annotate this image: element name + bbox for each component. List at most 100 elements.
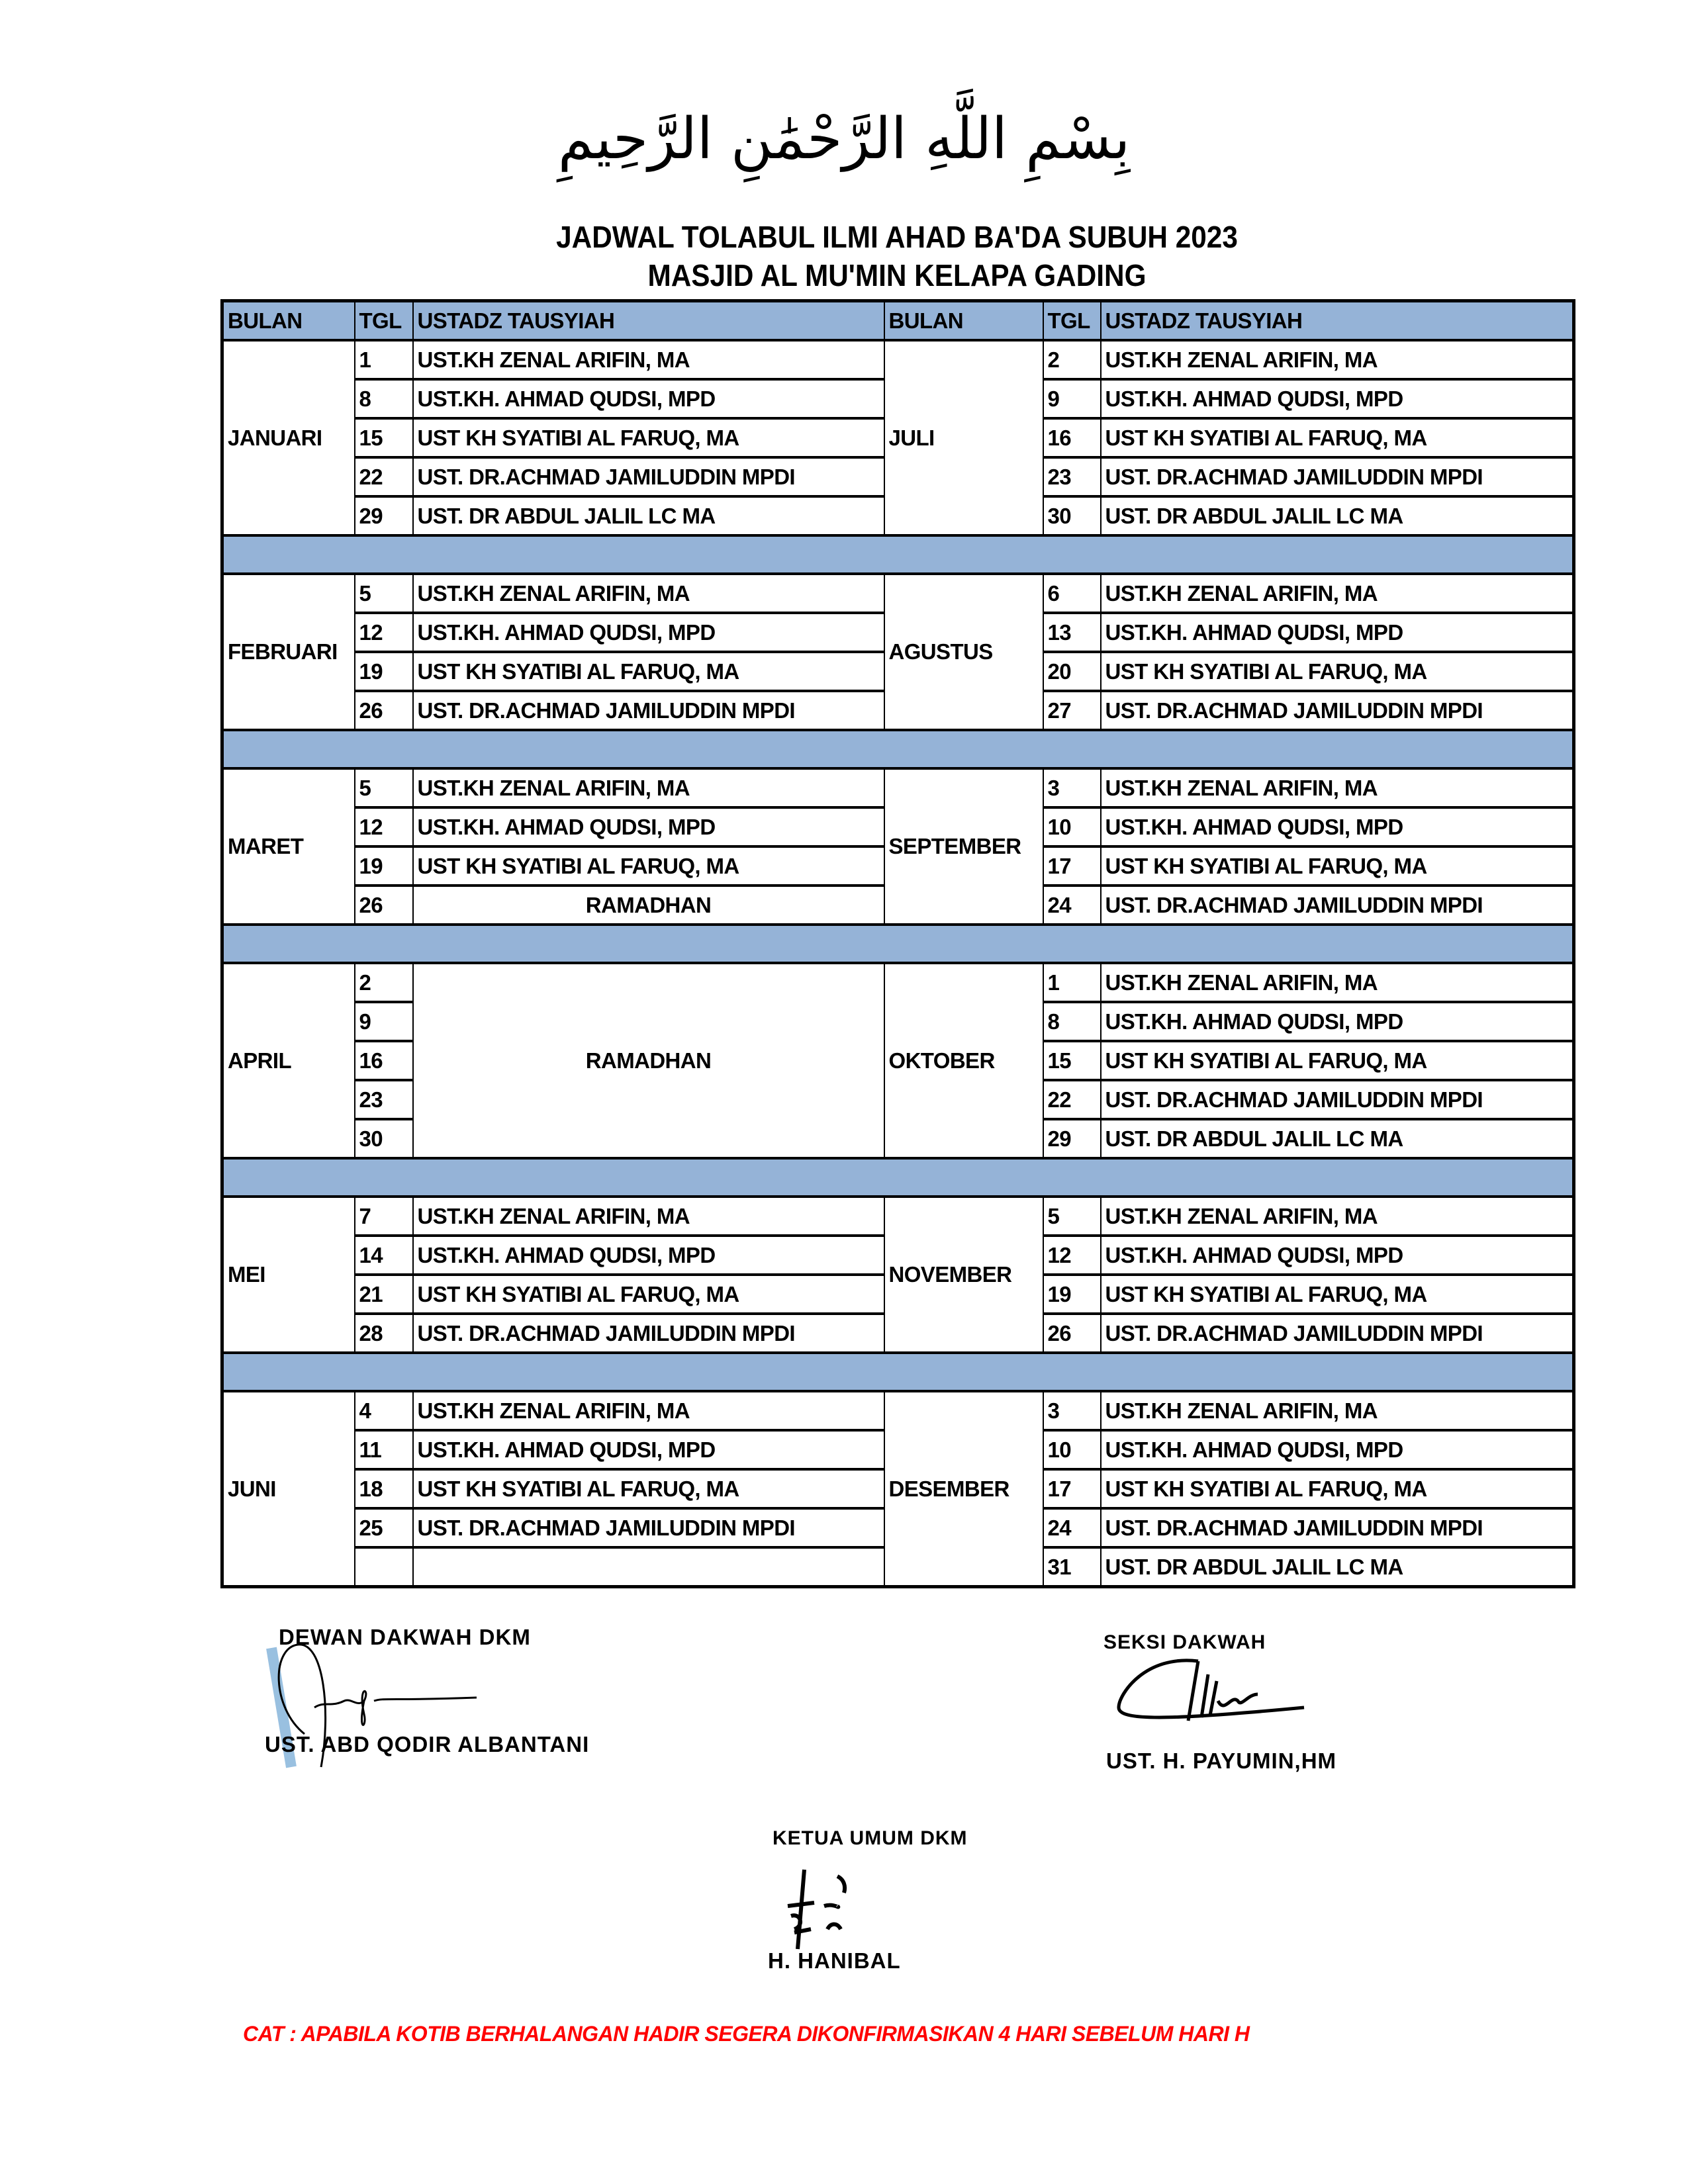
date-cell [353,1547,414,1588]
month-cell: NOVEMBER [883,1196,1044,1354]
table-row: 18 UST KH SYATIBI AL FARUQ, MA 17 UST KH SY… [222,1469,1575,1510]
ustadz-cell: UST KH SYATIBI AL FARUQ, MA [1100,418,1575,459]
ustadz-cell: UST. DR ABDUL JALIL LC MA [1100,496,1575,537]
date-cell: 15 [1042,1040,1102,1081]
document-title: JADWAL TOLABUL ILMI AHAD BA'DA SUBUH 202… [556,220,1238,254]
table-row: 22 UST. DR.ACHMAD JAMILUDDIN MPDI 23 UST. D… [222,457,1575,498]
ustadz-cell: UST.KH. AHMAD QUDSI, MPD [1100,807,1575,848]
ustadz-cell: UST KH SYATIBI AL FARUQ, MA [1100,651,1575,692]
date-cell: 12 [353,612,414,653]
date-cell: 30 [1042,496,1102,537]
ustadz-cell [412,1547,885,1588]
separator-cell [221,1352,1575,1392]
ustadz-cell: UST.KH ZENAL ARIFIN, MA [1100,573,1575,614]
date-cell: 31 [1042,1547,1102,1588]
month-cell: JUNI [221,1390,355,1588]
ustadz-cell: UST. DR.ACHMAD JAMILUDDIN MPDI [412,457,885,498]
table-row: 11 UST.KH. AHMAD QUDSI, MPD 10 UST.KH. AHMA… [222,1430,1575,1471]
date-cell: 14 [353,1235,414,1276]
table-row: 26 RAMADHAN 24 UST. DR.ACHMAD JAMILUDDIN MP… [222,885,1575,926]
month-cell: DESEMBER [883,1390,1044,1588]
date-cell: 23 [353,1079,414,1120]
table-row: 28 UST. DR.ACHMAD JAMILUDDIN MPDI 26 UST. D… [222,1313,1575,1354]
footnote: CAT : APABILA KOTIB BERHALANGAN HADIR SE… [243,2022,1250,2046]
ustadz-cell: UST KH SYATIBI AL FARUQ, MA [412,846,885,887]
ustadz-cell: UST KH SYATIBI AL FARUQ, MA [1100,1469,1575,1510]
table-row: 19 UST KH SYATIBI AL FARUQ, MA 20 UST KH SY… [222,651,1575,692]
date-cell: 1 [353,340,414,381]
table-row: 29 UST. DR ABDUL JALIL LC MA 30 UST. DR ABD… [222,496,1575,537]
column-header: TGL [353,300,414,341]
date-cell: 19 [353,846,414,887]
month-cell: SEPTEMBER [883,768,1044,926]
date-cell: 6 [1042,573,1102,614]
ustadz-cell: RAMADHAN [412,962,885,1160]
table-row: 25 UST. DR.ACHMAD JAMILUDDIN MPDI 24 UST. D… [222,1508,1575,1549]
month-cell: MARET [221,768,355,926]
ustadz-cell: UST. DR.ACHMAD JAMILUDDIN MPDI [1100,885,1575,926]
ustadz-cell: UST. DR ABDUL JALIL LC MA [412,496,885,537]
date-cell: 24 [1042,1508,1102,1549]
dewan-dakwah-role: DEWAN DAKWAH DKM [279,1625,531,1649]
date-cell: 3 [1042,768,1102,809]
month-cell: OKTOBER [883,962,1044,1160]
table-row: 15 UST KH SYATIBI AL FARUQ, MA 16 UST KH SY… [222,418,1575,459]
ustadz-cell: UST KH SYATIBI AL FARUQ, MA [412,651,885,692]
date-cell: 11 [353,1430,414,1471]
ustadz-cell: UST.KH. AHMAD QUDSI, MPD [1100,379,1575,420]
table-row: APRIL 2 RAMADHAN OKTOBER 1 UST.KH ZENAL ARIFI… [221,962,1575,1160]
ustadz-cell: UST. DR.ACHMAD JAMILUDDIN MPDI [412,690,885,731]
ustadz-cell: UST KH SYATIBI AL FARUQ, MA [412,1469,885,1510]
ustadz-cell: UST KH SYATIBI AL FARUQ, MA [1100,846,1575,887]
date-cell: 20 [1042,651,1102,692]
date-cell: 18 [353,1469,414,1510]
ustadz-cell: UST.KH ZENAL ARIFIN, MA [412,1196,885,1237]
month-cell: APRIL [221,962,355,1160]
date-cell: 24 [1042,885,1102,926]
month-cell: FEBRUARI [221,573,355,731]
date-cell: 2 [1042,340,1102,381]
seksi-dakwah-signature [1117,1659,1305,1721]
dewan-dakwah-signature [266,1643,477,1768]
table-row: 23 22 UST. DR.ACHMAD JAMILUDDIN MPDI [222,1079,1575,1120]
date-cell: 26 [1042,1313,1102,1354]
ustadz-cell: UST.KH ZENAL ARIFIN, MA [1100,1196,1575,1237]
date-cell: 5 [353,768,414,809]
dewan-dakwah-name: UST. ABD QODIR ALBANTANI [265,1732,590,1756]
ustadz-cell: UST. DR.ACHMAD JAMILUDDIN MPDI [1100,690,1575,731]
separator-cell [221,729,1575,770]
table-row: JUNI 4 UST.KH ZENAL ARIFIN, MA DESEMBER 3 UST… [221,1390,1575,1588]
date-cell: 3 [1042,1390,1102,1432]
schedule-table: BULAN TGL USTADZ TAUSYIAH BULAN TGL USTADZ TA… [220,299,1575,1588]
ustadz-cell: UST KH SYATIBI AL FARUQ, MA [1100,1274,1575,1315]
table-row: FEBRUARI 5 UST.KH ZENAL ARIFIN, MA AGUSTUS 6… [221,573,1575,731]
ustadz-cell: UST KH SYATIBI AL FARUQ, MA [412,1274,885,1315]
table-row: 8 UST.KH. AHMAD QUDSI, MPD 9 UST.KH. AHMAD … [222,379,1575,420]
table-row: 31 UST. DR ABDUL JALIL LC MA [222,1547,1575,1588]
separator-row [221,1352,1575,1392]
column-header: BULAN [221,300,355,341]
ustadz-cell: UST.KH. AHMAD QUDSI, MPD [1100,1430,1575,1471]
ustadz-cell: UST.KH ZENAL ARIFIN, MA [412,1390,885,1432]
separator-row [221,924,1575,964]
separator-cell [221,1158,1575,1198]
date-cell: 26 [353,885,414,926]
table-row: 21 UST KH SYATIBI AL FARUQ, MA 19 UST KH SY… [222,1274,1575,1315]
separator-row [221,535,1575,575]
table-row: MEI 7 UST.KH ZENAL ARIFIN, MA NOVEMBER 5 UST.… [221,1196,1575,1354]
table-row: 19 UST KH SYATIBI AL FARUQ, MA 17 UST KH SY… [222,846,1575,887]
ustadz-cell: UST.KH. AHMAD QUDSI, MPD [412,1235,885,1276]
table-row: JANUARI 1 UST.KH ZENAL ARIFIN, MA JULI 2 UST.… [221,340,1575,537]
ustadz-cell: UST.KH. AHMAD QUDSI, MPD [412,1430,885,1471]
column-header: USTADZ TAUSYIAH [412,300,885,341]
date-cell: 27 [1042,690,1102,731]
ustadz-cell: UST.KH ZENAL ARIFIN, MA [1100,1390,1575,1432]
month-cell: MEI [221,1196,355,1354]
date-cell: 10 [1042,1430,1102,1471]
ustadz-cell: UST.KH. AHMAD QUDSI, MPD [412,807,885,848]
ketua-umum-name: H. HANIBAL [768,1948,901,1973]
date-cell: 30 [353,1118,414,1160]
month-cell: JANUARI [221,340,355,537]
table-header-row: BULAN TGL USTADZ TAUSYIAH BULAN TGL USTADZ TA… [221,300,1575,341]
date-cell: 12 [353,807,414,848]
